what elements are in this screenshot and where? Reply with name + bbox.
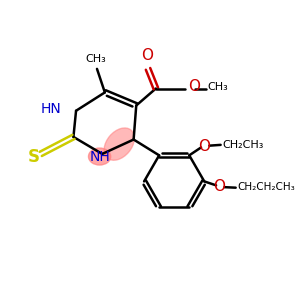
- Text: NH: NH: [89, 149, 110, 164]
- Text: O: O: [141, 48, 153, 63]
- Text: CH₂CH₃: CH₂CH₃: [222, 140, 263, 150]
- Ellipse shape: [88, 148, 111, 165]
- Text: CH₂CH₂CH₃: CH₂CH₂CH₃: [237, 182, 295, 192]
- Text: CH₃: CH₃: [85, 54, 106, 64]
- Text: HN: HN: [41, 102, 62, 116]
- Text: O: O: [213, 179, 225, 194]
- Text: O: O: [198, 139, 210, 154]
- Text: O: O: [188, 79, 200, 94]
- Ellipse shape: [104, 128, 134, 160]
- Text: CH₃: CH₃: [207, 82, 228, 92]
- Text: S: S: [27, 148, 39, 166]
